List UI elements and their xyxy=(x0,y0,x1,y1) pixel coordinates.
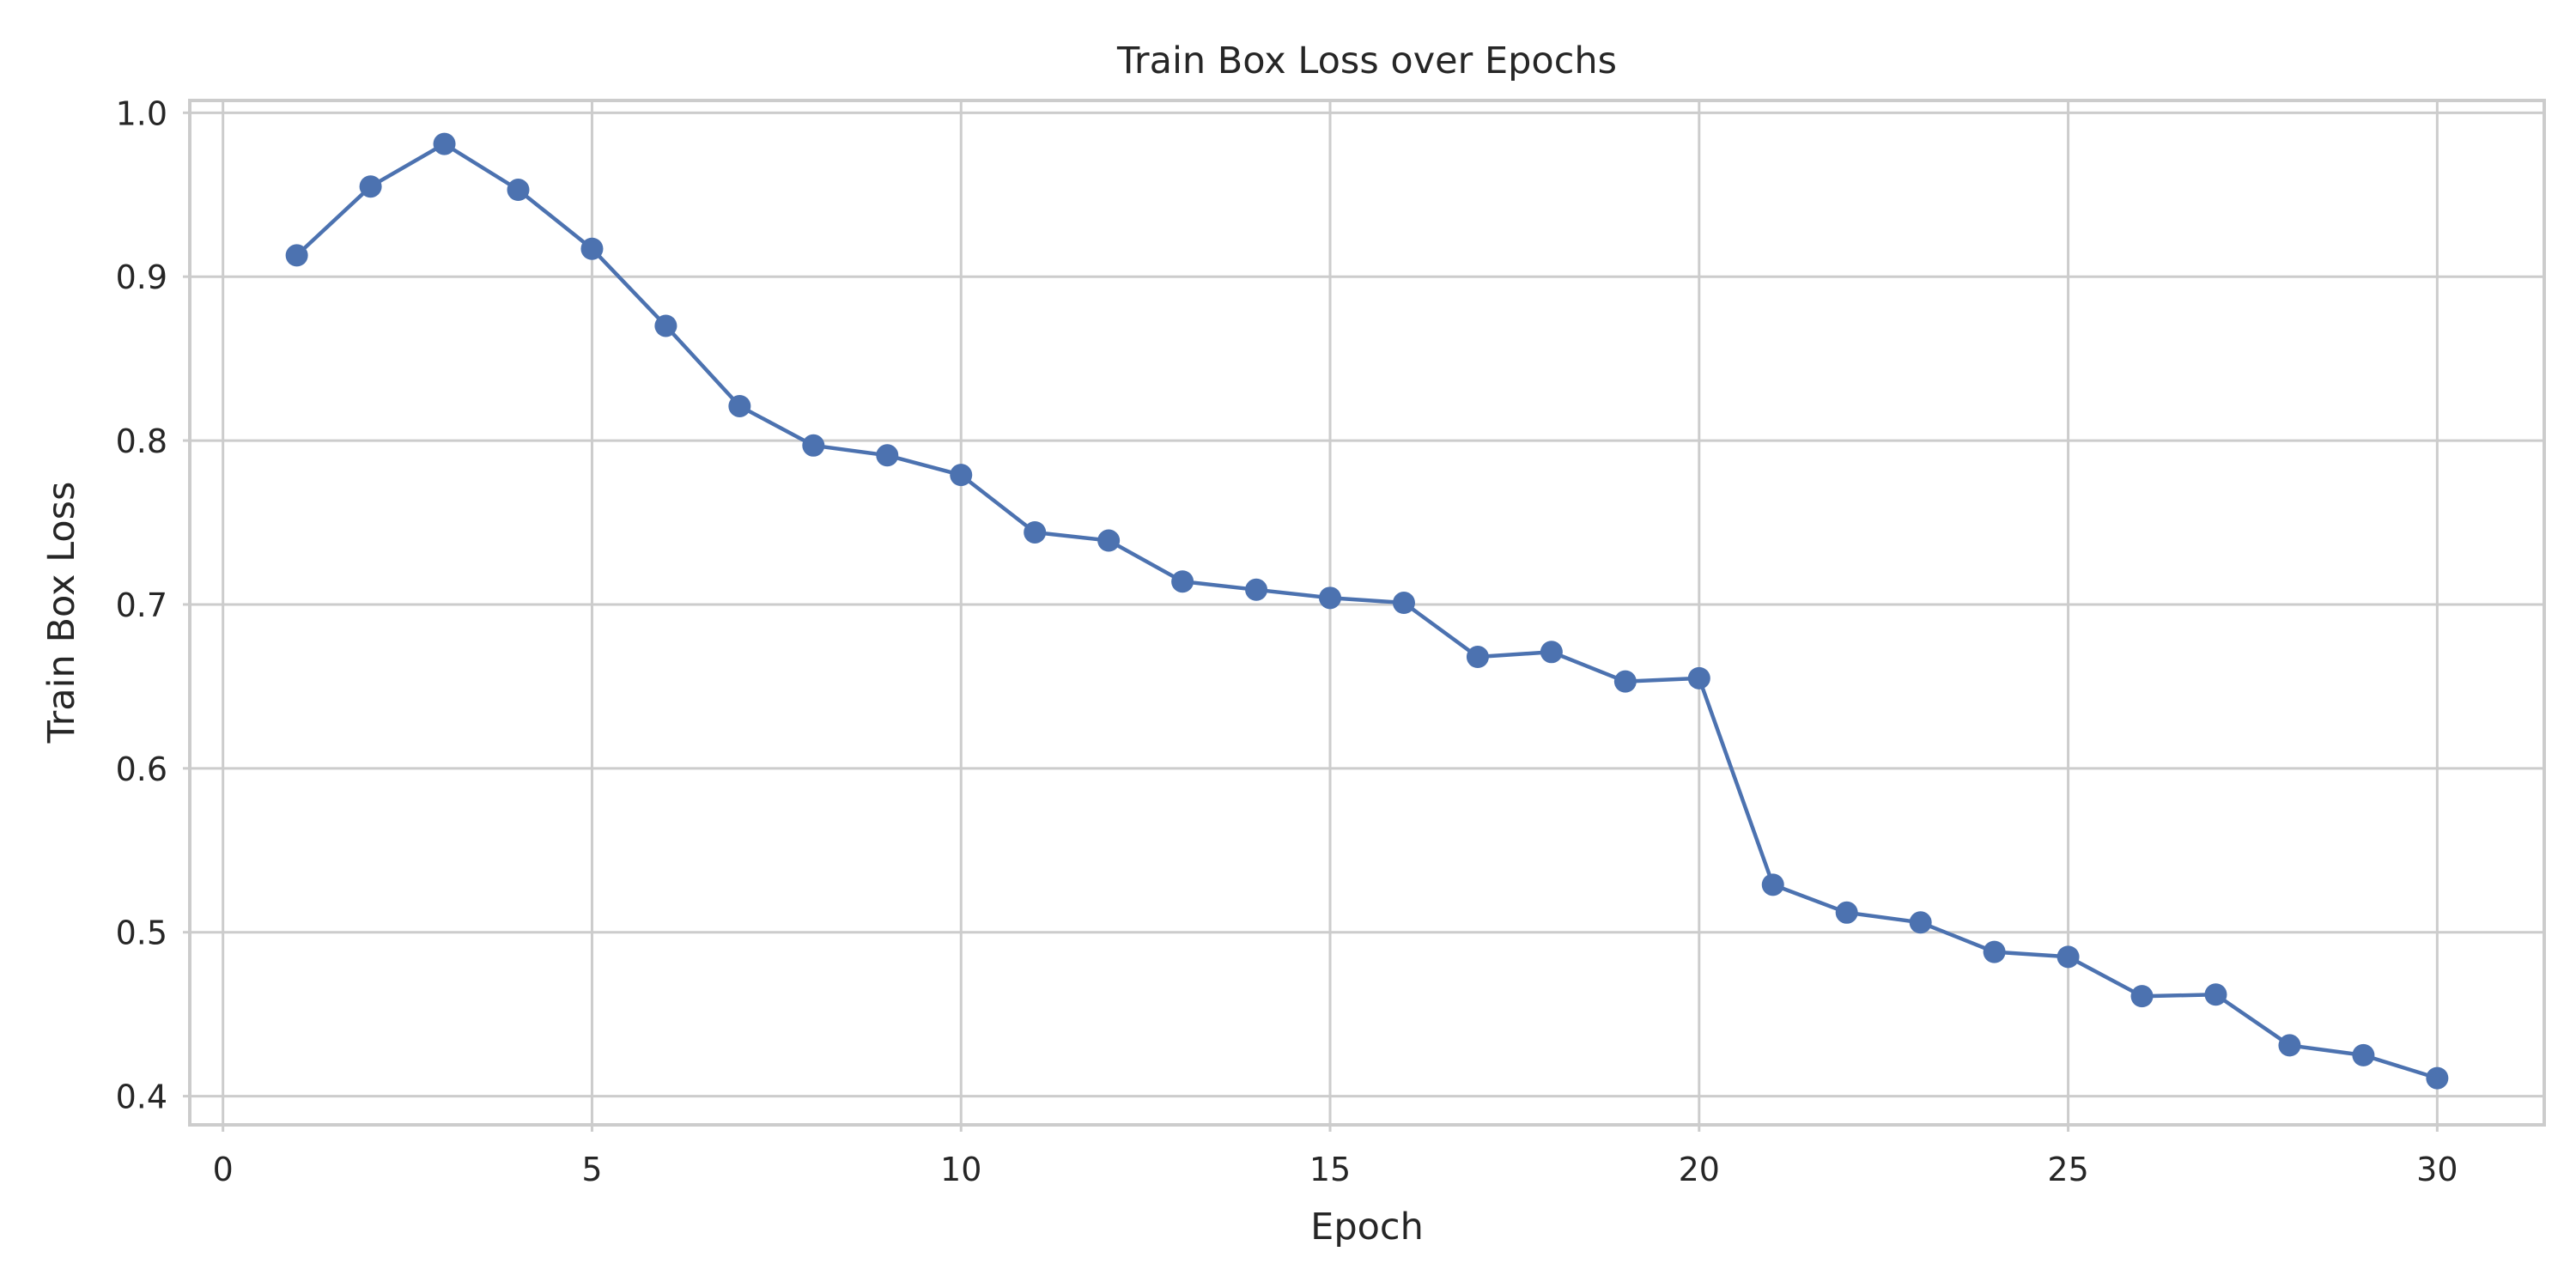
data-point xyxy=(2057,945,2080,969)
series-train-box-loss xyxy=(285,132,2449,1090)
data-point xyxy=(580,237,604,260)
data-point xyxy=(1097,529,1121,552)
plot-frame xyxy=(188,99,2546,1127)
data-point xyxy=(802,434,825,457)
y-tick-label: 0.5 xyxy=(116,914,167,952)
data-point xyxy=(1909,911,1932,934)
y-tick-label: 0.4 xyxy=(116,1078,167,1116)
data-point xyxy=(1540,641,1563,664)
x-tick-label: 0 xyxy=(213,1151,234,1188)
data-point xyxy=(2278,1034,2301,1057)
data-point xyxy=(1024,520,1047,544)
data-point xyxy=(1761,873,1784,896)
data-point xyxy=(1466,646,1489,669)
data-point xyxy=(1835,901,1858,924)
data-point xyxy=(1392,592,1415,615)
data-point xyxy=(433,132,456,155)
x-tick-labels: 0 5 10 15 20 25 30 xyxy=(213,1151,2458,1188)
x-tick-label: 10 xyxy=(940,1151,981,1188)
data-point xyxy=(2352,1043,2375,1066)
data-point xyxy=(1171,570,1194,593)
x-axis-label: Epoch xyxy=(1310,1206,1424,1249)
y-tick-label: 0.8 xyxy=(116,422,167,460)
data-point xyxy=(2426,1066,2449,1090)
data-point xyxy=(2204,983,2227,1006)
x-tick-label: 30 xyxy=(2416,1151,2458,1188)
x-tick-label: 25 xyxy=(2047,1151,2088,1188)
series-line xyxy=(295,142,2439,1080)
y-tick-label: 1.0 xyxy=(116,94,167,132)
data-point xyxy=(2130,985,2154,1008)
x-tick-label: 5 xyxy=(581,1151,602,1188)
data-point xyxy=(507,179,530,202)
x-tick-label: 20 xyxy=(1679,1151,1720,1188)
chart-title: Train Box Loss over Epochs xyxy=(1116,39,1617,82)
data-point xyxy=(1319,586,1342,610)
data-point xyxy=(285,244,308,267)
data-point xyxy=(728,394,751,417)
data-point xyxy=(1983,940,2006,963)
data-point xyxy=(359,175,382,198)
data-point xyxy=(1687,666,1710,690)
y-axis-label: Train Box Loss xyxy=(40,482,83,744)
grid-lines xyxy=(190,100,2544,1125)
data-point xyxy=(654,314,677,337)
data-point xyxy=(1245,578,1268,601)
data-point xyxy=(876,444,899,467)
y-tick-label: 0.6 xyxy=(116,750,167,788)
y-tick-labels: 0.4 0.5 0.6 0.7 0.8 0.9 1.0 xyxy=(116,94,167,1115)
y-tick-label: 0.9 xyxy=(116,258,167,296)
y-tick-label: 0.7 xyxy=(116,586,167,624)
data-point xyxy=(1613,670,1637,693)
data-point xyxy=(950,464,973,487)
x-tick-label: 15 xyxy=(1309,1151,1351,1188)
